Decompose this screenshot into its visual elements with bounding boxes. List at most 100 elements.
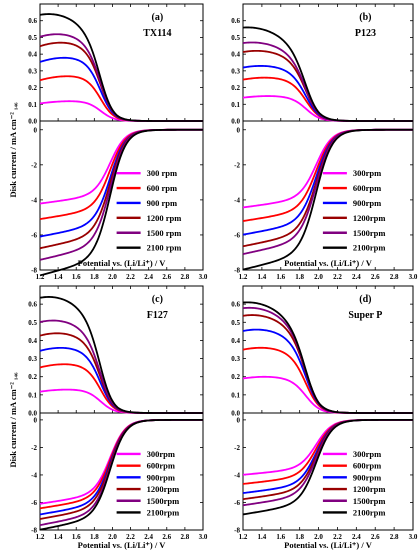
legend-entry: 1500rpm [147,496,180,506]
x-axis-label: Potential vs. (Li/Li⁺) / V [78,258,167,268]
x-tick-label: 2.4 [144,533,153,541]
bottom-y-tick-label: -4 [234,471,240,479]
ring-series-line-4 [39,332,203,414]
ring-series-line-3 [242,65,413,122]
bottom-y-tick-label: -2 [31,444,37,452]
bottom-y-tick-label: -2 [31,161,37,169]
ring-series-line-6 [39,13,203,122]
ring-series-line-3 [242,328,413,414]
x-tick-label: 1.6 [72,533,81,541]
top-y-tick-label: 0.0 [231,118,240,126]
legend-entry: 2100rpm [353,243,386,253]
bottom-y-tick-label: -4 [31,196,37,204]
bottom-y-tick-label: -6 [234,499,240,507]
bottom-axes-frame [242,120,414,271]
x-tick-label: 2.8 [390,533,399,541]
legend-entry: 300rpm [353,449,381,459]
top-y-tick-label: 0.0 [231,410,240,418]
ring-series-line-2 [242,76,413,122]
x-tick-label: 2.2 [333,273,342,281]
top-axes-frame [39,285,204,414]
x-tick-label: 1.8 [90,533,99,541]
top-axes-frame [242,3,414,122]
x-tick-label: 2.8 [181,273,190,281]
disk-series-line-2 [242,418,413,485]
y-axis-label: Disk current / mA cm⁻² ₁₄₆ [8,102,18,197]
x-tick-label: 2.8 [390,273,399,281]
ring-series-line-5 [39,33,203,122]
sample-name: TX114 [143,28,171,39]
legend-entry: 2100rpm [147,507,180,517]
x-axis-label: Potential vs. (Li/Li⁺) / V [284,540,373,550]
x-tick-label: 1.4 [54,533,63,541]
x-tick-label: 2.6 [371,533,380,541]
bottom-axes-frame [242,412,414,531]
ring-series-line-4 [242,314,413,414]
bottom-y-tick-label: -4 [234,196,240,204]
panel-1: 0.0 0.1 0.2 0.3 0.4 0.5 0.6 -8 -6 -4 -2 0 1.2 1.4 1.6 1… [8,3,208,281]
x-axis-label: Potential vs. (Li/Li⁺) / V [78,540,167,550]
top-axes-frame [39,3,204,122]
legend-entry: 1500rpm [353,228,386,238]
ring-series-line-6 [39,296,203,414]
top-y-tick-label: 0.1 [231,391,240,399]
x-tick-label: 2.2 [126,273,135,281]
ring-series-line-2 [242,346,413,414]
top-y-tick-label: 0.6 [28,17,37,25]
sample-name: F127 [147,310,168,321]
ring-series-line-1 [242,95,413,122]
legend-entry: 1500rpm [353,496,386,506]
disk-series-line-1 [39,128,203,205]
ring-series-line-6 [242,26,413,122]
x-tick-label: 2.2 [333,533,342,541]
legend-entry: 2100 rpm [147,243,182,253]
panel-3: 0.0 0.1 0.2 0.3 0.4 0.5 0.6 -8 -6 -4 -2 0 1.2 1.4 1.6 1… [8,285,208,550]
panel-2: 0.0 0.1 0.2 0.3 0.4 0.5 0.6 -8 -6 -4 -2 0 1.2 1.4 1.6 1… [231,3,418,281]
x-tick-label: 1.2 [239,273,248,281]
x-tick-label: 2.6 [162,273,171,281]
bottom-axes-frame [39,412,204,531]
top-y-tick-label: 0.2 [231,84,240,92]
bottom-y-tick-label: -2 [234,444,240,452]
ring-series-line-6 [242,301,413,414]
x-tick-label: 1.4 [258,273,267,281]
x-tick-label: 3.0 [409,273,418,281]
legend-entry: 2100rpm [353,507,386,517]
top-y-tick-label: 0.3 [28,355,37,363]
ring-series-line-5 [242,41,413,122]
legend-entry: 600rpm [353,461,381,471]
top-y-tick-label: 0.5 [231,319,240,327]
disk-series-line-6 [39,128,203,277]
disk-series-line-4 [242,418,413,501]
x-tick-label: 2.0 [314,533,323,541]
ring-series-line-2 [39,75,203,122]
bottom-y-tick-label: -8 [234,527,240,535]
sample-name: Super P [348,310,382,321]
top-y-tick-label: 0.3 [28,67,37,75]
x-tick-label: 1.8 [295,273,304,281]
y-axis-label: Disk current / mA cm⁻² ₁₄₆ [8,372,18,467]
x-tick-label: 2.6 [371,273,380,281]
top-y-tick-label: 0.4 [231,337,240,345]
disk-series-line-6 [39,418,203,531]
ring-series-line-5 [242,306,413,414]
ring-series-line-3 [39,346,203,414]
x-tick-label: 1.4 [54,273,63,281]
disk-series-line-2 [242,128,413,222]
bottom-y-tick-label: 0 [34,126,38,134]
x-tick-label: 2.0 [314,273,323,281]
sample-name: P123 [355,28,376,39]
bottom-y-tick-label: -6 [31,231,37,239]
x-tick-label: 1.6 [276,533,285,541]
panel-4: 0.0 0.1 0.2 0.3 0.4 0.5 0.6 -8 -6 -4 -2 0 1.2 1.4 1.6 1… [231,285,418,550]
legend-entry: 300rpm [353,168,381,178]
top-y-tick-label: 0.3 [231,67,240,75]
panel-label: (b) [359,12,371,23]
ring-series-line-4 [39,41,203,122]
bottom-y-tick-label: -8 [31,527,37,535]
bottom-y-tick-label: -8 [234,267,240,275]
top-y-tick-label: 0.5 [28,34,37,42]
top-y-tick-label: 0.4 [28,51,37,59]
legend-entry: 1200rpm [353,213,386,223]
x-tick-label: 1.6 [72,273,81,281]
